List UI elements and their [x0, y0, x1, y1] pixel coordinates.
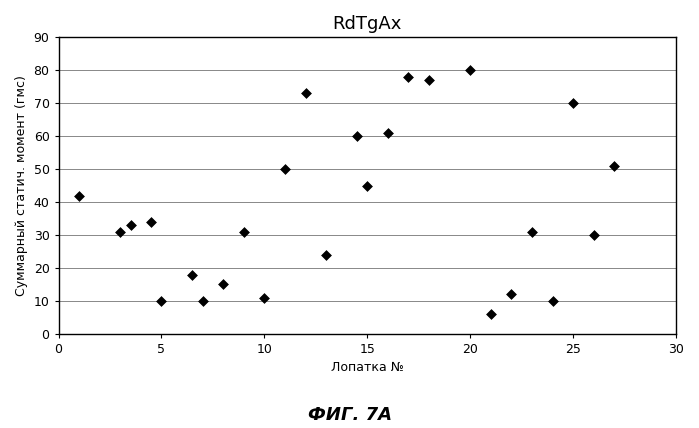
- Point: [115, 228, 126, 235]
- Point: [197, 297, 208, 304]
- Point: [300, 90, 311, 97]
- Point: [156, 297, 167, 304]
- Point: [145, 218, 157, 225]
- Point: [217, 281, 229, 288]
- Point: [361, 182, 373, 189]
- Point: [506, 291, 517, 298]
- Point: [352, 133, 363, 140]
- Point: [238, 228, 250, 235]
- Point: [259, 294, 270, 301]
- Point: [403, 74, 414, 80]
- Point: [187, 271, 198, 278]
- Point: [547, 297, 559, 304]
- Point: [485, 311, 496, 318]
- Title: RdTgAx: RdTgAx: [333, 15, 402, 33]
- Point: [73, 192, 85, 199]
- Point: [382, 129, 394, 136]
- Point: [424, 77, 435, 83]
- Point: [125, 222, 136, 229]
- Y-axis label: Суммарный статич. момент (гмс): Суммарный статич. момент (гмс): [15, 75, 28, 296]
- Text: ФИГ. 7А: ФИГ. 7А: [308, 406, 391, 424]
- Point: [609, 162, 620, 169]
- Point: [588, 232, 599, 238]
- Point: [568, 100, 579, 107]
- Point: [465, 67, 476, 74]
- Point: [321, 251, 332, 258]
- Point: [526, 228, 538, 235]
- X-axis label: Лопатка №: Лопатка №: [331, 362, 404, 374]
- Point: [280, 166, 291, 172]
